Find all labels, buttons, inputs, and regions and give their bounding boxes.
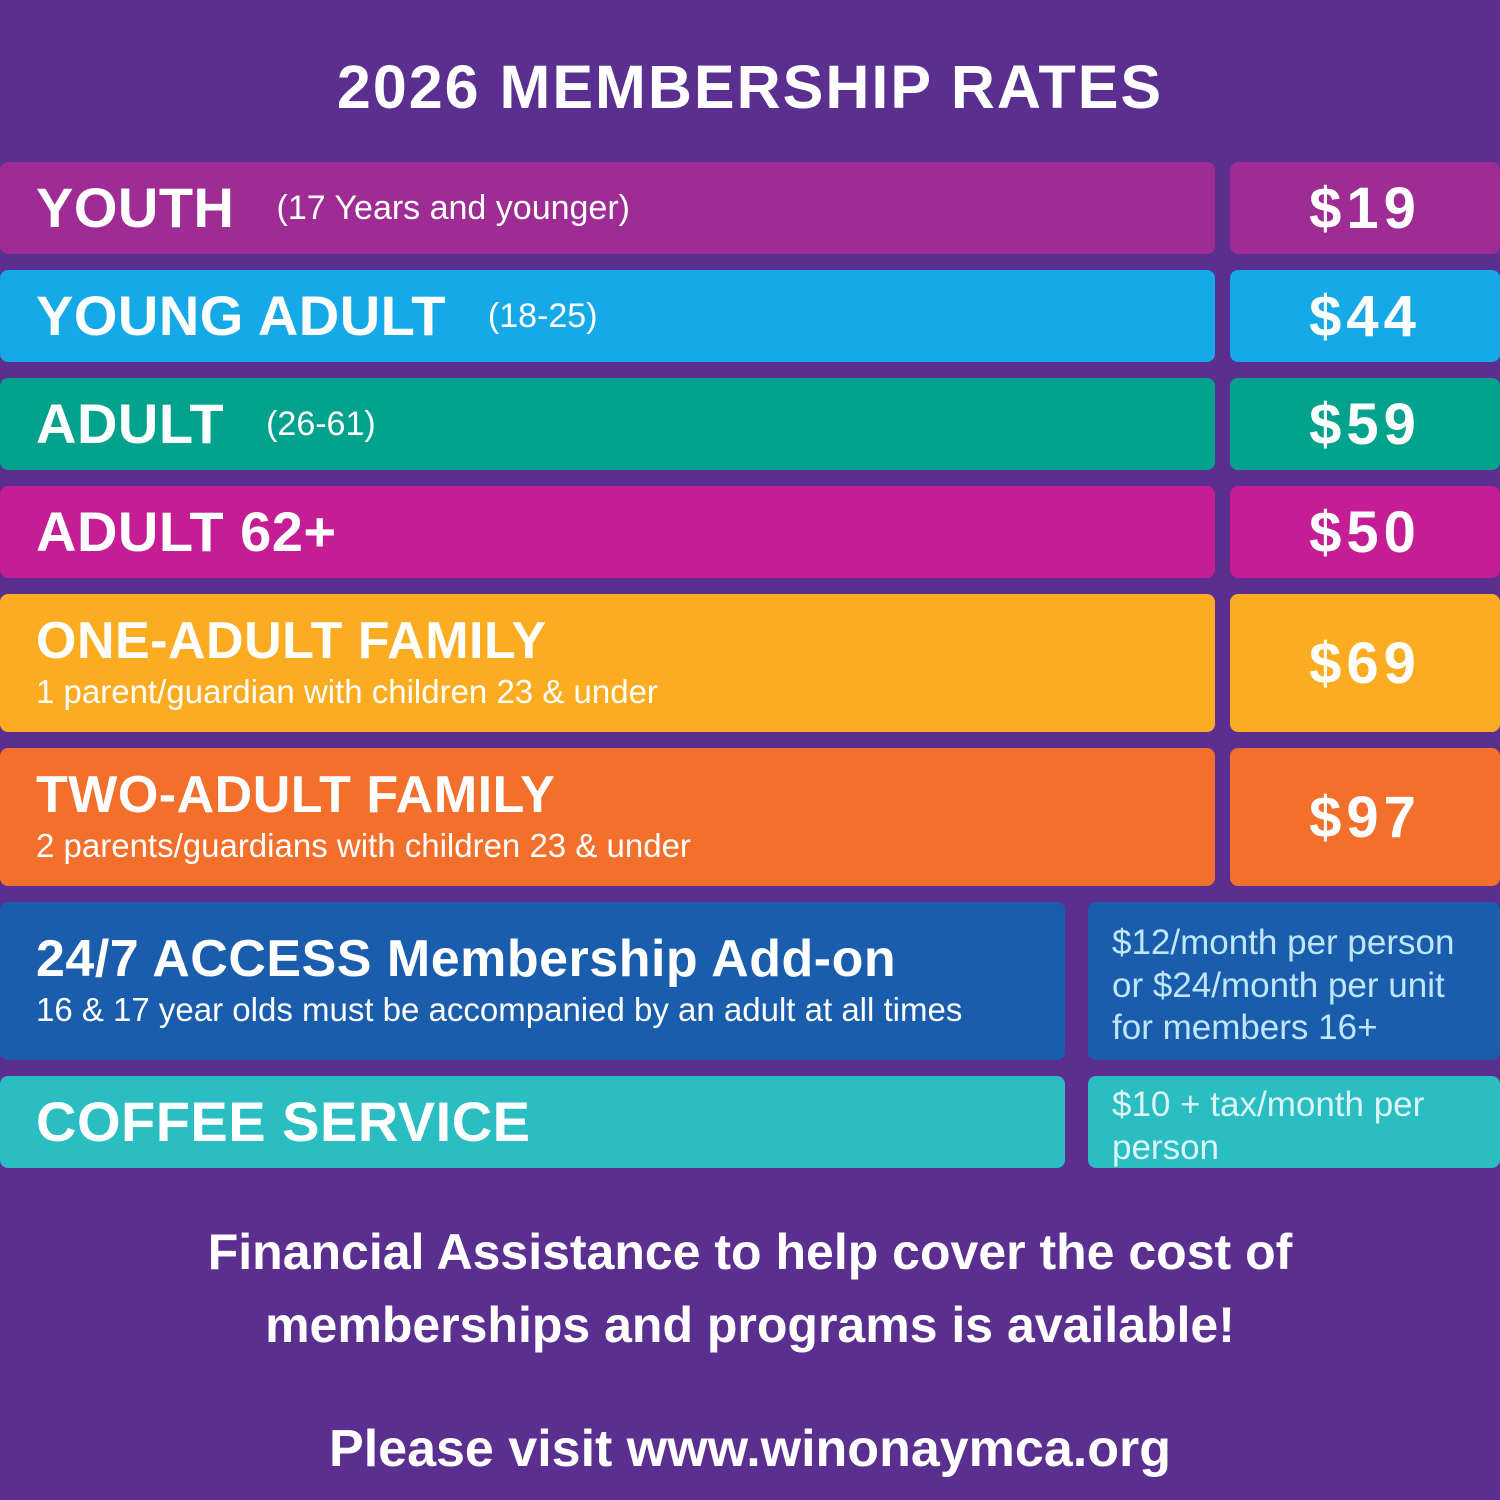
rate-label: YOUTH (36, 176, 235, 239)
addon-price-panel: $10 + tax/month per person (1088, 1076, 1500, 1168)
rate-price: $59 (1309, 391, 1421, 457)
rate-price-panel: $44 (1230, 270, 1500, 362)
rate-label-panel: ADULT 62+ (0, 486, 1215, 578)
rate-label-panel: ADULT (26-61) (0, 378, 1215, 470)
rate-price: $50 (1309, 499, 1421, 565)
rate-label: ONE-ADULT FAMILY (36, 612, 547, 671)
rate-label-panel: TWO-ADULT FAMILY 2 parents/guardians wit… (0, 748, 1215, 886)
addon-price-panel: $12/month per person or $24/month per un… (1088, 902, 1500, 1060)
rate-price-panel: $50 (1230, 486, 1500, 578)
rate-row-adult-62: ADULT 62+ $50 (0, 486, 1500, 578)
financial-assistance-line1: Financial Assistance to help cover the c… (207, 1224, 1293, 1280)
rate-row-two-adult-family: TWO-ADULT FAMILY 2 parents/guardians wit… (0, 748, 1500, 886)
rate-label-panel: YOUNG ADULT (18-25) (0, 270, 1215, 362)
rate-price-panel: $59 (1230, 378, 1500, 470)
rate-price-panel: $69 (1230, 594, 1500, 732)
addon-price-line: $10 + tax/month per (1112, 1085, 1425, 1124)
rate-qualifier: (26-61) (266, 404, 376, 443)
rate-row-one-adult-family: ONE-ADULT FAMILY 1 parent/guardian with … (0, 594, 1500, 732)
rate-row-youth: YOUTH (17 Years and younger) $19 (0, 162, 1500, 254)
rate-label-panel: ONE-ADULT FAMILY 1 parent/guardian with … (0, 594, 1215, 732)
rate-price: $97 (1309, 784, 1421, 850)
rate-row-adult: ADULT (26-61) $59 (0, 378, 1500, 470)
addon-price-line: or $24/month per unit (1112, 965, 1445, 1005)
rate-description: 2 parents/guardians with children 23 & u… (36, 827, 691, 865)
addon-price-line: $12/month per person (1112, 923, 1455, 962)
addon-row-247-access: 24/7 ACCESS Membership Add-on 16 & 17 ye… (0, 902, 1500, 1060)
addon-description: 16 & 17 year olds must be accompanied by… (36, 991, 963, 1029)
rate-qualifier: (18-25) (487, 296, 598, 335)
rate-price-panel: $19 (1230, 162, 1500, 254)
rates-table: YOUTH (17 Years and younger) $19 YOUNG A… (0, 162, 1500, 1168)
rate-label: ADULT 62+ (36, 500, 337, 563)
addon-label-panel: 24/7 ACCESS Membership Add-on 16 & 17 ye… (0, 902, 1065, 1060)
rate-row-young-adult: YOUNG ADULT (18-25) $44 (0, 270, 1500, 362)
rate-label-panel: YOUTH (17 Years and younger) (0, 162, 1215, 254)
rate-price-panel: $97 (1230, 748, 1500, 886)
addon-label: COFFEE SERVICE (36, 1090, 531, 1153)
addon-row-coffee-service: COFFEE SERVICE $10 + tax/month per perso… (0, 1076, 1500, 1168)
rate-price: $69 (1309, 630, 1421, 696)
rate-label: ADULT (36, 392, 225, 455)
financial-assistance-line2: memberships and programs is available! (265, 1296, 1235, 1353)
poster-title: 2026 MEMBERSHIP RATES (336, 53, 1164, 121)
rate-description: 1 parent/guardian with children 23 & und… (36, 673, 658, 711)
rate-qualifier: (17 Years and younger) (276, 188, 630, 227)
addon-label: 24/7 ACCESS Membership Add-on (36, 930, 897, 989)
website-visit-text: Please visit www.winonaymca.org (329, 1420, 1171, 1478)
rate-label: TWO-ADULT FAMILY (36, 766, 556, 825)
financial-assistance-note: Financial Assistance to help cover the c… (0, 1216, 1500, 1361)
addon-label-panel: COFFEE SERVICE (0, 1076, 1065, 1168)
rate-price: $44 (1309, 283, 1421, 349)
rate-label: YOUNG ADULT (36, 284, 446, 347)
rate-price: $19 (1309, 175, 1421, 241)
addon-price-line: for members 16+ (1112, 1008, 1378, 1048)
addon-price-line: person (1112, 1127, 1220, 1167)
